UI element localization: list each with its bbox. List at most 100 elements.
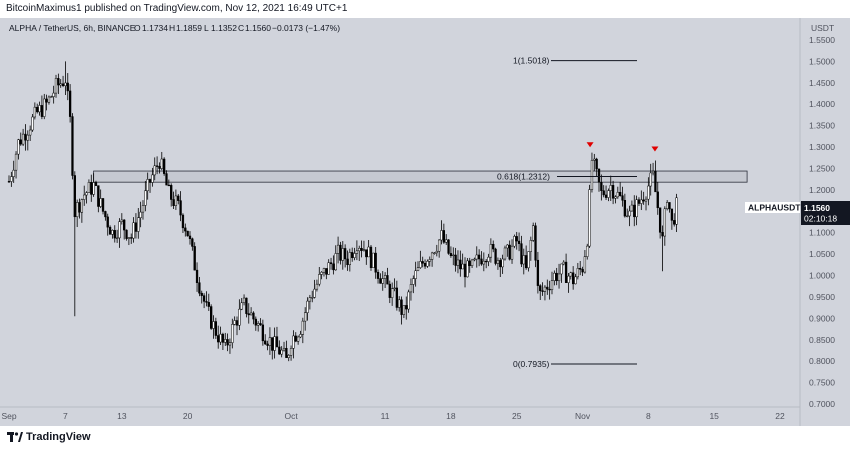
candle (231, 318, 234, 349)
legend-close-label: C (238, 23, 244, 33)
candle (395, 280, 399, 311)
y-tick-label: 0.9000 (809, 313, 835, 323)
candle (668, 202, 671, 213)
candle-body (564, 261, 568, 283)
candle (513, 234, 516, 249)
candle-body (623, 200, 627, 217)
candle (534, 222, 537, 268)
candle-body (45, 98, 48, 103)
candle (313, 279, 316, 299)
candle-body (588, 189, 591, 247)
candle (343, 244, 347, 268)
candle-body (513, 236, 516, 247)
candle (153, 157, 156, 181)
candle (322, 267, 326, 277)
candle-body (322, 268, 326, 273)
candle-body (485, 260, 488, 263)
candle (273, 327, 276, 359)
candle-body (353, 253, 356, 258)
candle (445, 234, 448, 245)
candle (76, 199, 79, 228)
candle (247, 303, 250, 324)
candle (174, 189, 178, 210)
candle-body (332, 263, 335, 271)
candle (71, 113, 74, 180)
candle (130, 233, 133, 244)
candle-body (416, 267, 420, 271)
candle-body (240, 302, 243, 310)
candle-body (412, 278, 415, 285)
candle-body (449, 253, 453, 257)
y-tick-label: 0.8000 (809, 356, 835, 366)
candle-body (158, 166, 161, 169)
candle-body (47, 96, 51, 103)
candle (97, 185, 100, 213)
candle-body (595, 158, 598, 170)
candle-body (367, 246, 370, 258)
candle (193, 242, 196, 271)
candle (576, 262, 579, 280)
x-tick-label: 11 (381, 411, 390, 421)
candle (296, 335, 300, 345)
candle-body (21, 133, 25, 145)
candle-body (73, 175, 76, 218)
candle-body (118, 221, 121, 239)
candle (7, 175, 11, 183)
candle (623, 193, 627, 218)
candle (92, 173, 95, 197)
candle-body (487, 256, 490, 262)
candle-body (264, 340, 267, 345)
x-tick-label: 8 (646, 411, 651, 421)
candle-body (400, 299, 403, 315)
candle-body (506, 244, 509, 249)
candle (421, 256, 424, 268)
candle-body (529, 240, 532, 252)
price-chart[interactable]: 1(1.5018)0.618(1.2312)0(0.7935) 1.55001.… (0, 18, 850, 426)
candle-body (548, 288, 551, 291)
candle (43, 93, 46, 120)
candle (477, 249, 481, 267)
candle (200, 290, 203, 304)
candle-body (649, 172, 652, 187)
candle (405, 296, 408, 320)
candle (633, 195, 636, 227)
candle-body (233, 320, 236, 325)
candle (517, 232, 521, 252)
candle-body (635, 199, 638, 218)
candle (555, 267, 558, 286)
candle (151, 167, 154, 187)
candle (214, 317, 218, 339)
candle-body (268, 337, 272, 346)
candle-body (517, 240, 521, 244)
candle (649, 163, 652, 196)
candle (73, 171, 76, 317)
candle-body (581, 269, 584, 273)
candle (487, 253, 490, 267)
candle (635, 195, 638, 226)
candle (466, 258, 469, 278)
candle-body (33, 106, 37, 118)
footer-brand: TradingView (26, 431, 91, 443)
candle (308, 294, 312, 310)
candle (111, 229, 114, 239)
candle-body (104, 211, 107, 218)
candle-body (113, 230, 116, 239)
candle-body (83, 194, 86, 200)
candle-body (374, 252, 377, 273)
y-tick-label: 1.3500 (809, 121, 835, 131)
candle (430, 251, 434, 267)
candle (508, 240, 511, 261)
candle (85, 191, 88, 204)
candle (515, 231, 518, 250)
candle-body (383, 275, 387, 279)
candle-body (235, 320, 239, 326)
candle-body (313, 288, 316, 298)
publish-info: BitcoinMaximus1 published on TradingView… (6, 3, 348, 14)
candle-body (365, 249, 368, 258)
candle-body (583, 256, 587, 273)
candle-body (273, 336, 276, 351)
candle (536, 251, 540, 294)
candle (19, 132, 22, 146)
chart-area[interactable]: 1(1.5018) 0.618(1.2312) 0(0.7935) 1.5500 1.… (0, 18, 850, 426)
footer-bar: TradingView (0, 426, 850, 449)
